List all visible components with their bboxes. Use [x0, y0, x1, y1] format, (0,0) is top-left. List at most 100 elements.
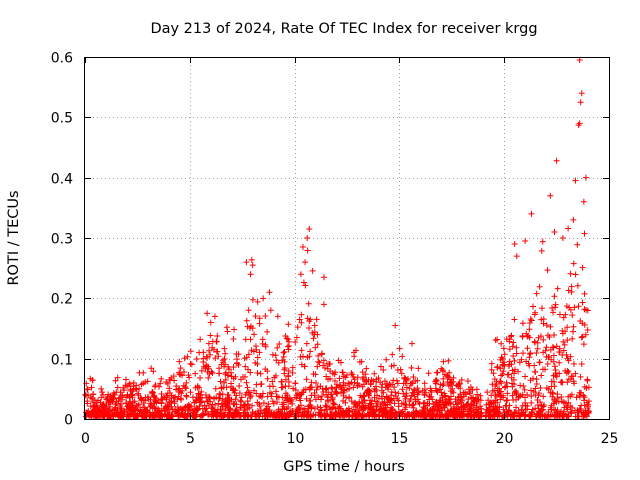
data-point: [320, 357, 327, 364]
data-point: [560, 413, 567, 420]
data-point: [157, 412, 164, 419]
data-point: [403, 393, 410, 400]
data-point: [448, 378, 455, 385]
data-point: [109, 407, 116, 414]
data-point: [464, 412, 471, 419]
data-point: [548, 356, 555, 363]
data-point: [214, 348, 221, 355]
data-point: [531, 311, 538, 318]
data-point: [88, 384, 95, 391]
data-point: [259, 413, 266, 420]
data-point: [562, 311, 569, 318]
data-point: [348, 379, 355, 386]
data-point: [576, 406, 583, 413]
data-point: [511, 357, 518, 364]
data-point-peak: [207, 319, 214, 326]
data-point: [389, 351, 396, 358]
data-point: [503, 379, 510, 386]
data-point: [177, 405, 184, 412]
data-point: [264, 375, 271, 382]
data-point-peak: [249, 262, 256, 269]
data-point-peak: [547, 192, 554, 199]
data-point: [545, 354, 552, 361]
data-point: [91, 409, 98, 416]
data-point-peak: [513, 253, 520, 260]
data-point: [536, 412, 543, 419]
data-point: [127, 387, 134, 394]
data-point-peak: [320, 274, 327, 281]
data-point: [297, 392, 304, 399]
data-point: [387, 397, 394, 404]
data-point: [291, 413, 298, 420]
data-point: [181, 413, 188, 420]
data-point: [211, 407, 218, 414]
data-point: [230, 364, 237, 371]
data-point: [548, 406, 555, 413]
data-point: [296, 316, 303, 323]
data-point: [233, 356, 240, 363]
data-point: [292, 380, 299, 387]
data-point: [328, 384, 335, 391]
data-point: [217, 391, 224, 398]
data-point: [326, 360, 333, 367]
data-point: [215, 395, 222, 402]
y-tick-label: 0.5: [51, 111, 73, 127]
data-point: [278, 378, 285, 385]
data-point: [124, 411, 131, 418]
data-point: [442, 393, 449, 400]
data-point: [285, 373, 292, 380]
data-point: [219, 397, 226, 404]
data-point: [257, 410, 264, 417]
data-point: [458, 403, 465, 410]
data-point: [99, 389, 106, 396]
data-point: [551, 363, 558, 370]
data-point-peak: [247, 271, 254, 278]
data-point: [222, 350, 229, 357]
data-point: [440, 380, 447, 387]
data-point: [496, 385, 503, 392]
data-point: [274, 344, 281, 351]
data-point: [435, 413, 442, 420]
data-point: [281, 406, 288, 413]
data-point: [495, 391, 502, 398]
data-point: [101, 411, 108, 418]
data-point: [542, 366, 549, 373]
data-point-peak: [304, 235, 311, 241]
data-point: [421, 399, 428, 406]
data-point: [264, 368, 271, 375]
data-point: [124, 403, 131, 410]
data-point: [208, 413, 215, 420]
data-point: [233, 350, 240, 357]
data-point: [485, 397, 492, 404]
data-point: [379, 381, 386, 388]
data-point: [265, 401, 272, 408]
data-point: [506, 402, 513, 409]
data-point: [247, 369, 254, 376]
data-point: [193, 407, 200, 414]
data-point: [87, 394, 94, 401]
chart-title: Day 213 of 2024, Rate Of TEC Index for r…: [150, 21, 537, 37]
data-point: [112, 377, 119, 384]
data-point: [367, 406, 374, 413]
data-point: [259, 390, 266, 397]
data-point: [488, 360, 495, 367]
data-point-peak: [299, 244, 306, 251]
data-point: [569, 312, 576, 319]
data-point: [290, 408, 297, 415]
data-point: [84, 398, 91, 405]
data-point: [469, 386, 476, 393]
data-point: [421, 405, 428, 412]
data-point: [351, 353, 358, 360]
data-point: [192, 370, 199, 377]
data-point: [550, 309, 557, 316]
data-point: [222, 369, 229, 376]
data-point: [216, 365, 223, 372]
data-point: [272, 352, 279, 359]
data-point: [196, 349, 203, 356]
data-point: [317, 404, 324, 411]
data-point: [567, 270, 574, 277]
data-point: [371, 411, 378, 418]
data-point: [340, 373, 347, 380]
data-point: [314, 383, 321, 390]
data-point: [264, 328, 271, 335]
